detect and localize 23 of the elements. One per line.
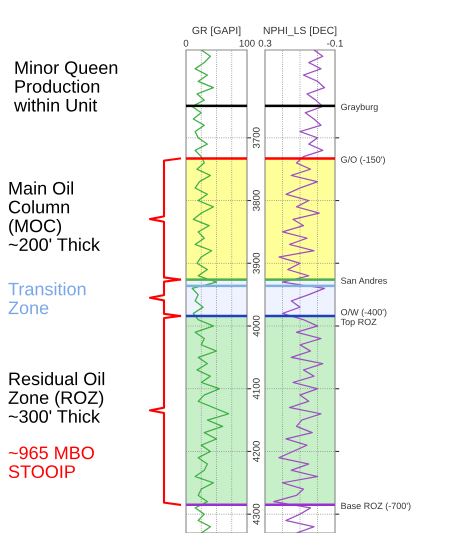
text: ~965 MBO STOOIP [8, 446, 94, 478]
y-tick-label: 3900 [252, 252, 260, 274]
y-tick-label: 3800 [252, 190, 260, 211]
ref-line-label: San Andres [341, 277, 387, 284]
x-tick-label: 0 [184, 40, 188, 47]
x-axis-title: GR [GAPI] [192, 26, 240, 36]
y-tick-label: 4100 [252, 378, 260, 400]
x-tick-label: 100 [240, 40, 255, 47]
text: Transition Zone [8, 282, 86, 314]
text: Main Oil Column (MOC) ~200' Thick [8, 181, 100, 252]
x-tick-label: -0.1 [327, 40, 343, 47]
y-tick-label: 4000 [252, 316, 260, 337]
ref-line-label: G/O (-150') [341, 156, 385, 165]
text: Minor Queen Production within Unit [14, 60, 118, 112]
x-tick-label: 0.3 [258, 40, 272, 47]
x-axis-title: NPHI_LS [DEC] [264, 26, 336, 36]
y-tick-label: 4300 [252, 504, 260, 525]
y-tick-label: 4200 [252, 441, 260, 462]
text: Residual Oil Zone (ROZ) ~300' Thick [8, 372, 104, 423]
y-tick-label: 3700 [252, 127, 260, 148]
ref-line-label: Base ROZ (-700') [341, 502, 410, 511]
ref-line-label: Grayburg [341, 104, 378, 112]
ref-line-label: O/W (-400') Top ROZ [340, 308, 386, 327]
